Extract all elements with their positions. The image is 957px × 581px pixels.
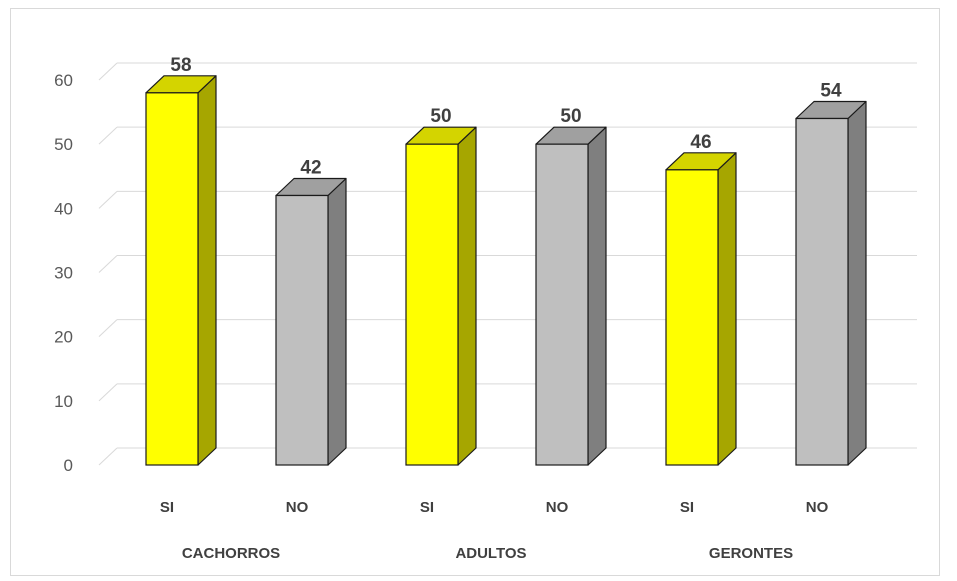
bar-side-face — [587, 126, 607, 466]
x-axis-group-labels: CACHORROS ADULTOS GERONTES — [182, 545, 793, 562]
bar-no-5 — [795, 100, 867, 466]
data-label: 54 — [820, 81, 842, 102]
gridline-depth — [98, 62, 118, 81]
gridline-depth — [98, 255, 118, 273]
data-label: 50 — [560, 106, 581, 127]
data-label: 50 — [430, 106, 451, 127]
bar-side-face — [457, 126, 477, 466]
gridline-depth — [98, 447, 118, 466]
bar-si-0 — [145, 75, 217, 466]
bar-front-face — [535, 143, 589, 466]
category-label: NO — [806, 499, 829, 516]
bar-front-face — [405, 143, 459, 466]
gridlines — [98, 62, 917, 466]
y-tick-label: 40 — [54, 199, 73, 218]
category-label: SI — [160, 499, 174, 516]
y-tick-label: 0 — [64, 456, 73, 475]
chart-frame: 0 10 20 30 40 50 60 58 42 50 50 46 54 SI NO SI NO SI NO … — [10, 8, 940, 576]
bar-side-face — [717, 152, 737, 466]
data-label: 58 — [170, 55, 191, 76]
category-label: NO — [286, 499, 309, 516]
y-tick-label: 60 — [54, 71, 73, 90]
y-tick-label: 20 — [54, 328, 73, 347]
gridline-depth — [98, 126, 118, 145]
bar-no-3 — [535, 126, 607, 466]
data-labels: 58 42 50 50 46 54 — [170, 55, 842, 179]
gridline-depth — [98, 319, 118, 338]
category-label: SI — [420, 499, 434, 516]
bar-front-face — [795, 117, 849, 466]
bar-no-1 — [275, 177, 347, 466]
y-tick-label: 30 — [54, 264, 73, 283]
gridline-depth — [98, 190, 118, 209]
bars — [145, 75, 867, 466]
bar-si-4 — [665, 152, 737, 466]
data-label: 42 — [300, 158, 321, 179]
bar-front-face — [275, 194, 329, 466]
group-label: ADULTOS — [455, 545, 526, 562]
bar-front-face — [665, 169, 719, 466]
bar-side-face — [327, 177, 347, 466]
bar-side-face — [197, 75, 217, 466]
gridline-depth — [98, 383, 118, 402]
category-label: SI — [680, 499, 694, 516]
y-tick-label: 50 — [54, 135, 73, 154]
group-label: CACHORROS — [182, 545, 280, 562]
x-axis-category-labels: SI NO SI NO SI NO — [160, 499, 829, 516]
bar-front-face — [145, 92, 199, 466]
bar-side-face — [847, 100, 867, 466]
y-tick-label: 10 — [54, 392, 73, 411]
group-label: GERONTES — [709, 545, 793, 562]
category-label: NO — [546, 499, 569, 516]
y-axis-tick-labels: 0 10 20 30 40 50 60 — [54, 71, 73, 475]
bar-si-2 — [405, 126, 477, 466]
data-label: 46 — [690, 132, 711, 153]
